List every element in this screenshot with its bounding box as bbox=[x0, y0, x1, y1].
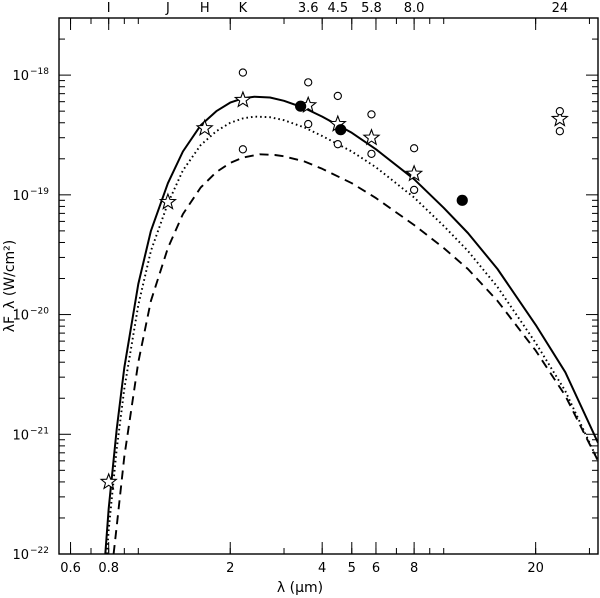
open-circle-point bbox=[238, 68, 248, 77]
y-tick-label: 10 bbox=[12, 428, 29, 443]
open-circle-point bbox=[333, 91, 342, 101]
band-label: I bbox=[107, 1, 111, 16]
dashed-model-curve bbox=[112, 153, 598, 554]
y-axis-label: λF_λ (W/cm²) bbox=[2, 240, 18, 333]
star-point bbox=[195, 118, 214, 136]
model-curves bbox=[104, 95, 598, 554]
band-label: 24 bbox=[552, 1, 569, 16]
y-tick-exponent: −18 bbox=[30, 67, 49, 77]
star-point bbox=[233, 90, 253, 108]
x-tick-label: 5 bbox=[348, 561, 356, 576]
x-tick-label: 0.8 bbox=[98, 561, 119, 576]
band-label: 3.6 bbox=[298, 1, 319, 16]
filled-circle-point bbox=[295, 100, 307, 112]
star-point bbox=[362, 128, 381, 146]
y-tick-label: 10 bbox=[12, 548, 29, 563]
filled-circle-point bbox=[335, 124, 347, 136]
open-circle-point bbox=[555, 107, 564, 116]
x-tick-label: 2 bbox=[226, 561, 234, 576]
band-label: 5.8 bbox=[361, 1, 382, 16]
band-label: H bbox=[200, 1, 210, 16]
dotted-model-curve bbox=[106, 115, 598, 554]
x-tick-label: 20 bbox=[527, 561, 544, 576]
open-circle-point bbox=[238, 145, 248, 154]
open-circle-point bbox=[555, 127, 564, 136]
x-tick-label: 6 bbox=[372, 561, 380, 576]
open-circle-point bbox=[409, 185, 419, 195]
filled-circle-point bbox=[456, 194, 468, 206]
star-point bbox=[550, 109, 569, 127]
x-tick-label: 4 bbox=[318, 561, 326, 576]
y-tick-label: 10 bbox=[12, 189, 29, 204]
band-label: K bbox=[239, 1, 248, 16]
x-tick-label: 8 bbox=[410, 561, 418, 576]
y-tick-label: 10 bbox=[12, 69, 29, 84]
data-points bbox=[99, 68, 569, 490]
band-label: J bbox=[165, 1, 170, 16]
open-circle-point bbox=[367, 149, 376, 158]
y-tick-exponent: −22 bbox=[30, 546, 49, 556]
band-label: 4.5 bbox=[327, 1, 348, 16]
x-tick-label: 0.6 bbox=[60, 561, 81, 576]
open-circle-point bbox=[409, 144, 419, 153]
solid-model-curve bbox=[104, 95, 598, 554]
star-point bbox=[158, 192, 178, 210]
band-label: 8.0 bbox=[404, 1, 425, 16]
open-circle-point bbox=[304, 119, 313, 129]
y-tick-exponent: −21 bbox=[30, 426, 49, 436]
y-tick-exponent: −20 bbox=[30, 307, 49, 317]
star-point bbox=[405, 164, 424, 182]
open-circle-point bbox=[333, 140, 342, 149]
open-circle-point bbox=[367, 110, 376, 119]
plot-frame bbox=[58, 17, 599, 555]
star-point bbox=[99, 472, 118, 490]
x-axis-label: λ (μm) bbox=[277, 580, 323, 596]
axis-ticks bbox=[59, 17, 598, 555]
y-tick-exponent: −19 bbox=[30, 187, 49, 197]
open-circle-point bbox=[304, 78, 313, 87]
y-tick-label: 10 bbox=[12, 309, 29, 324]
